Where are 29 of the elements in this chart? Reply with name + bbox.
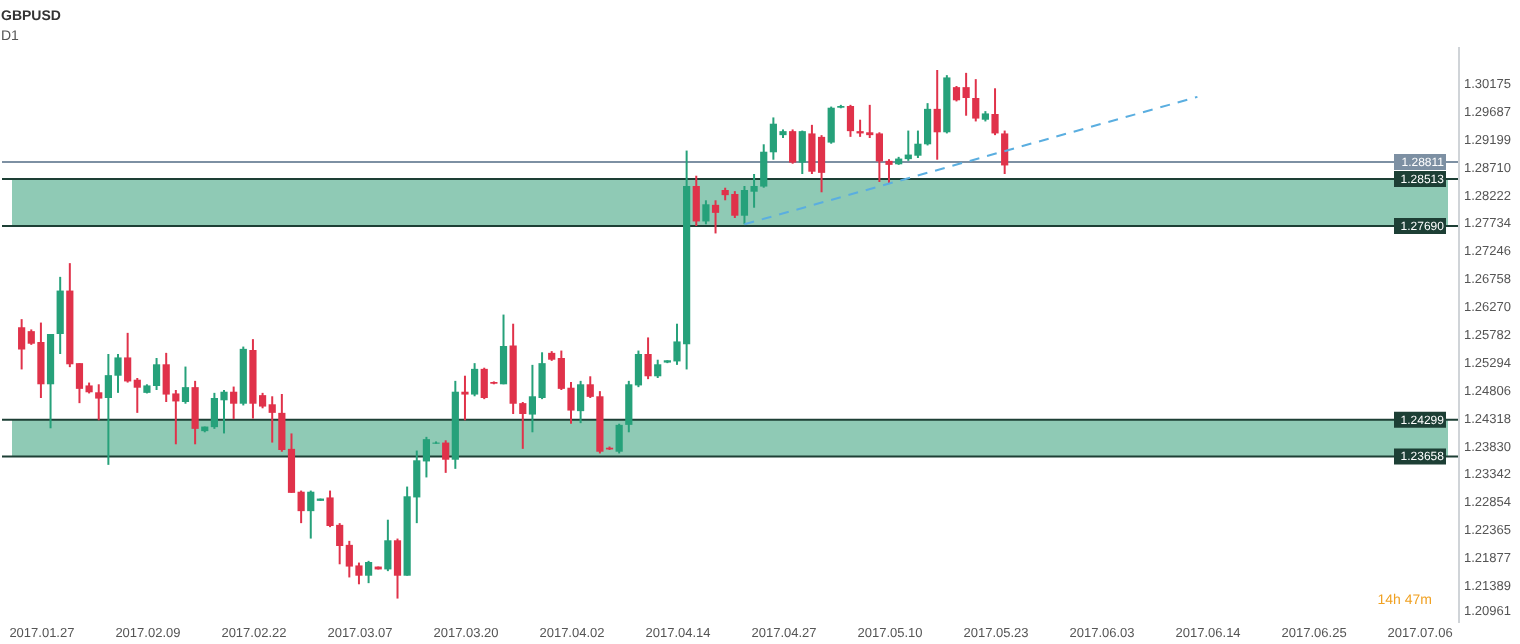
candlestick (56, 275, 64, 355)
candlestick (692, 174, 700, 227)
candlestick (364, 559, 373, 585)
candlestick (393, 537, 402, 600)
candlestick (230, 385, 238, 421)
candlestick (885, 158, 893, 185)
candlestick (442, 439, 450, 474)
candlestick (95, 383, 103, 422)
candlestick (577, 379, 585, 425)
candlestick (654, 358, 662, 379)
candlestick (615, 422, 623, 455)
candlestick (181, 365, 190, 405)
candlestick (461, 374, 469, 422)
candlestick (933, 69, 941, 161)
candlestick (1001, 129, 1009, 175)
candlestick (846, 103, 855, 138)
candlestick (798, 129, 806, 175)
candlestick (191, 379, 199, 446)
candlestick (827, 105, 835, 145)
candlestick (471, 362, 479, 398)
candlestick (702, 199, 710, 226)
candlestick (972, 78, 980, 123)
candlestick (644, 336, 652, 381)
candlestick (499, 313, 508, 386)
candlestick (789, 128, 797, 165)
candlestick (991, 87, 999, 137)
candlestick (923, 102, 932, 147)
candlestick (711, 199, 720, 235)
candlestick (384, 518, 392, 573)
